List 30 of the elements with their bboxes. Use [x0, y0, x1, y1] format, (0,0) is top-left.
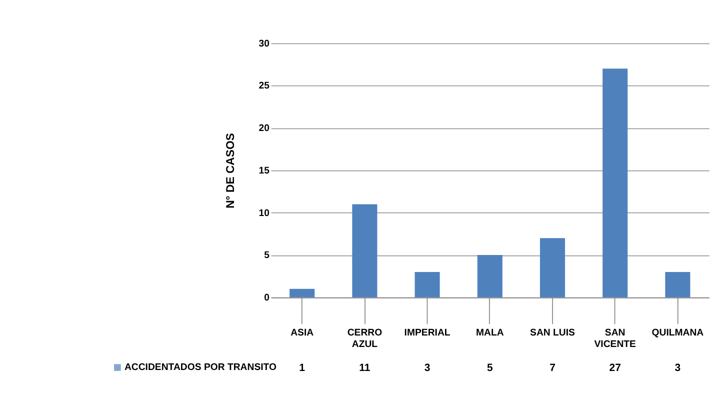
- data-label: 5: [486, 362, 493, 374]
- bar: [540, 238, 566, 298]
- y-tick-label: 10: [258, 208, 270, 219]
- y-tick-label: 30: [258, 38, 270, 50]
- bar: [290, 288, 315, 298]
- x-tick-label: ASIA: [290, 328, 314, 339]
- y-tick-label: 5: [264, 250, 270, 262]
- x-tick-label: CERRO AZUL: [347, 328, 383, 350]
- x-tick-label: QUILMANA: [652, 328, 704, 339]
- bar: [414, 272, 440, 298]
- x-tick-label: SAN VICENTE: [594, 328, 637, 350]
- data-label: 11: [359, 362, 370, 374]
- data-label: 3: [424, 362, 430, 374]
- data-label: 27: [609, 362, 622, 374]
- bar: [352, 204, 378, 298]
- y-tick-label: 0: [264, 292, 270, 304]
- y-tick-label: 15: [258, 165, 270, 176]
- bar: [477, 255, 502, 298]
- data-label: 7: [550, 362, 556, 374]
- legend-label: ACCIDENTADOS POR TRANSITO: [124, 362, 277, 374]
- y-tick-label: 25: [258, 80, 270, 92]
- x-tick-label: IMPERIAL: [404, 328, 450, 339]
- y-axis-title: N° DE CASOS: [225, 132, 238, 208]
- bar: [665, 272, 690, 298]
- y-tick-label: 20: [258, 123, 270, 134]
- data-label: 3: [674, 362, 681, 374]
- x-tick-label: MALA: [476, 328, 504, 339]
- bar: [602, 68, 628, 298]
- x-tick-label: SAN LUIS: [530, 328, 576, 339]
- data-label: 1: [299, 362, 306, 374]
